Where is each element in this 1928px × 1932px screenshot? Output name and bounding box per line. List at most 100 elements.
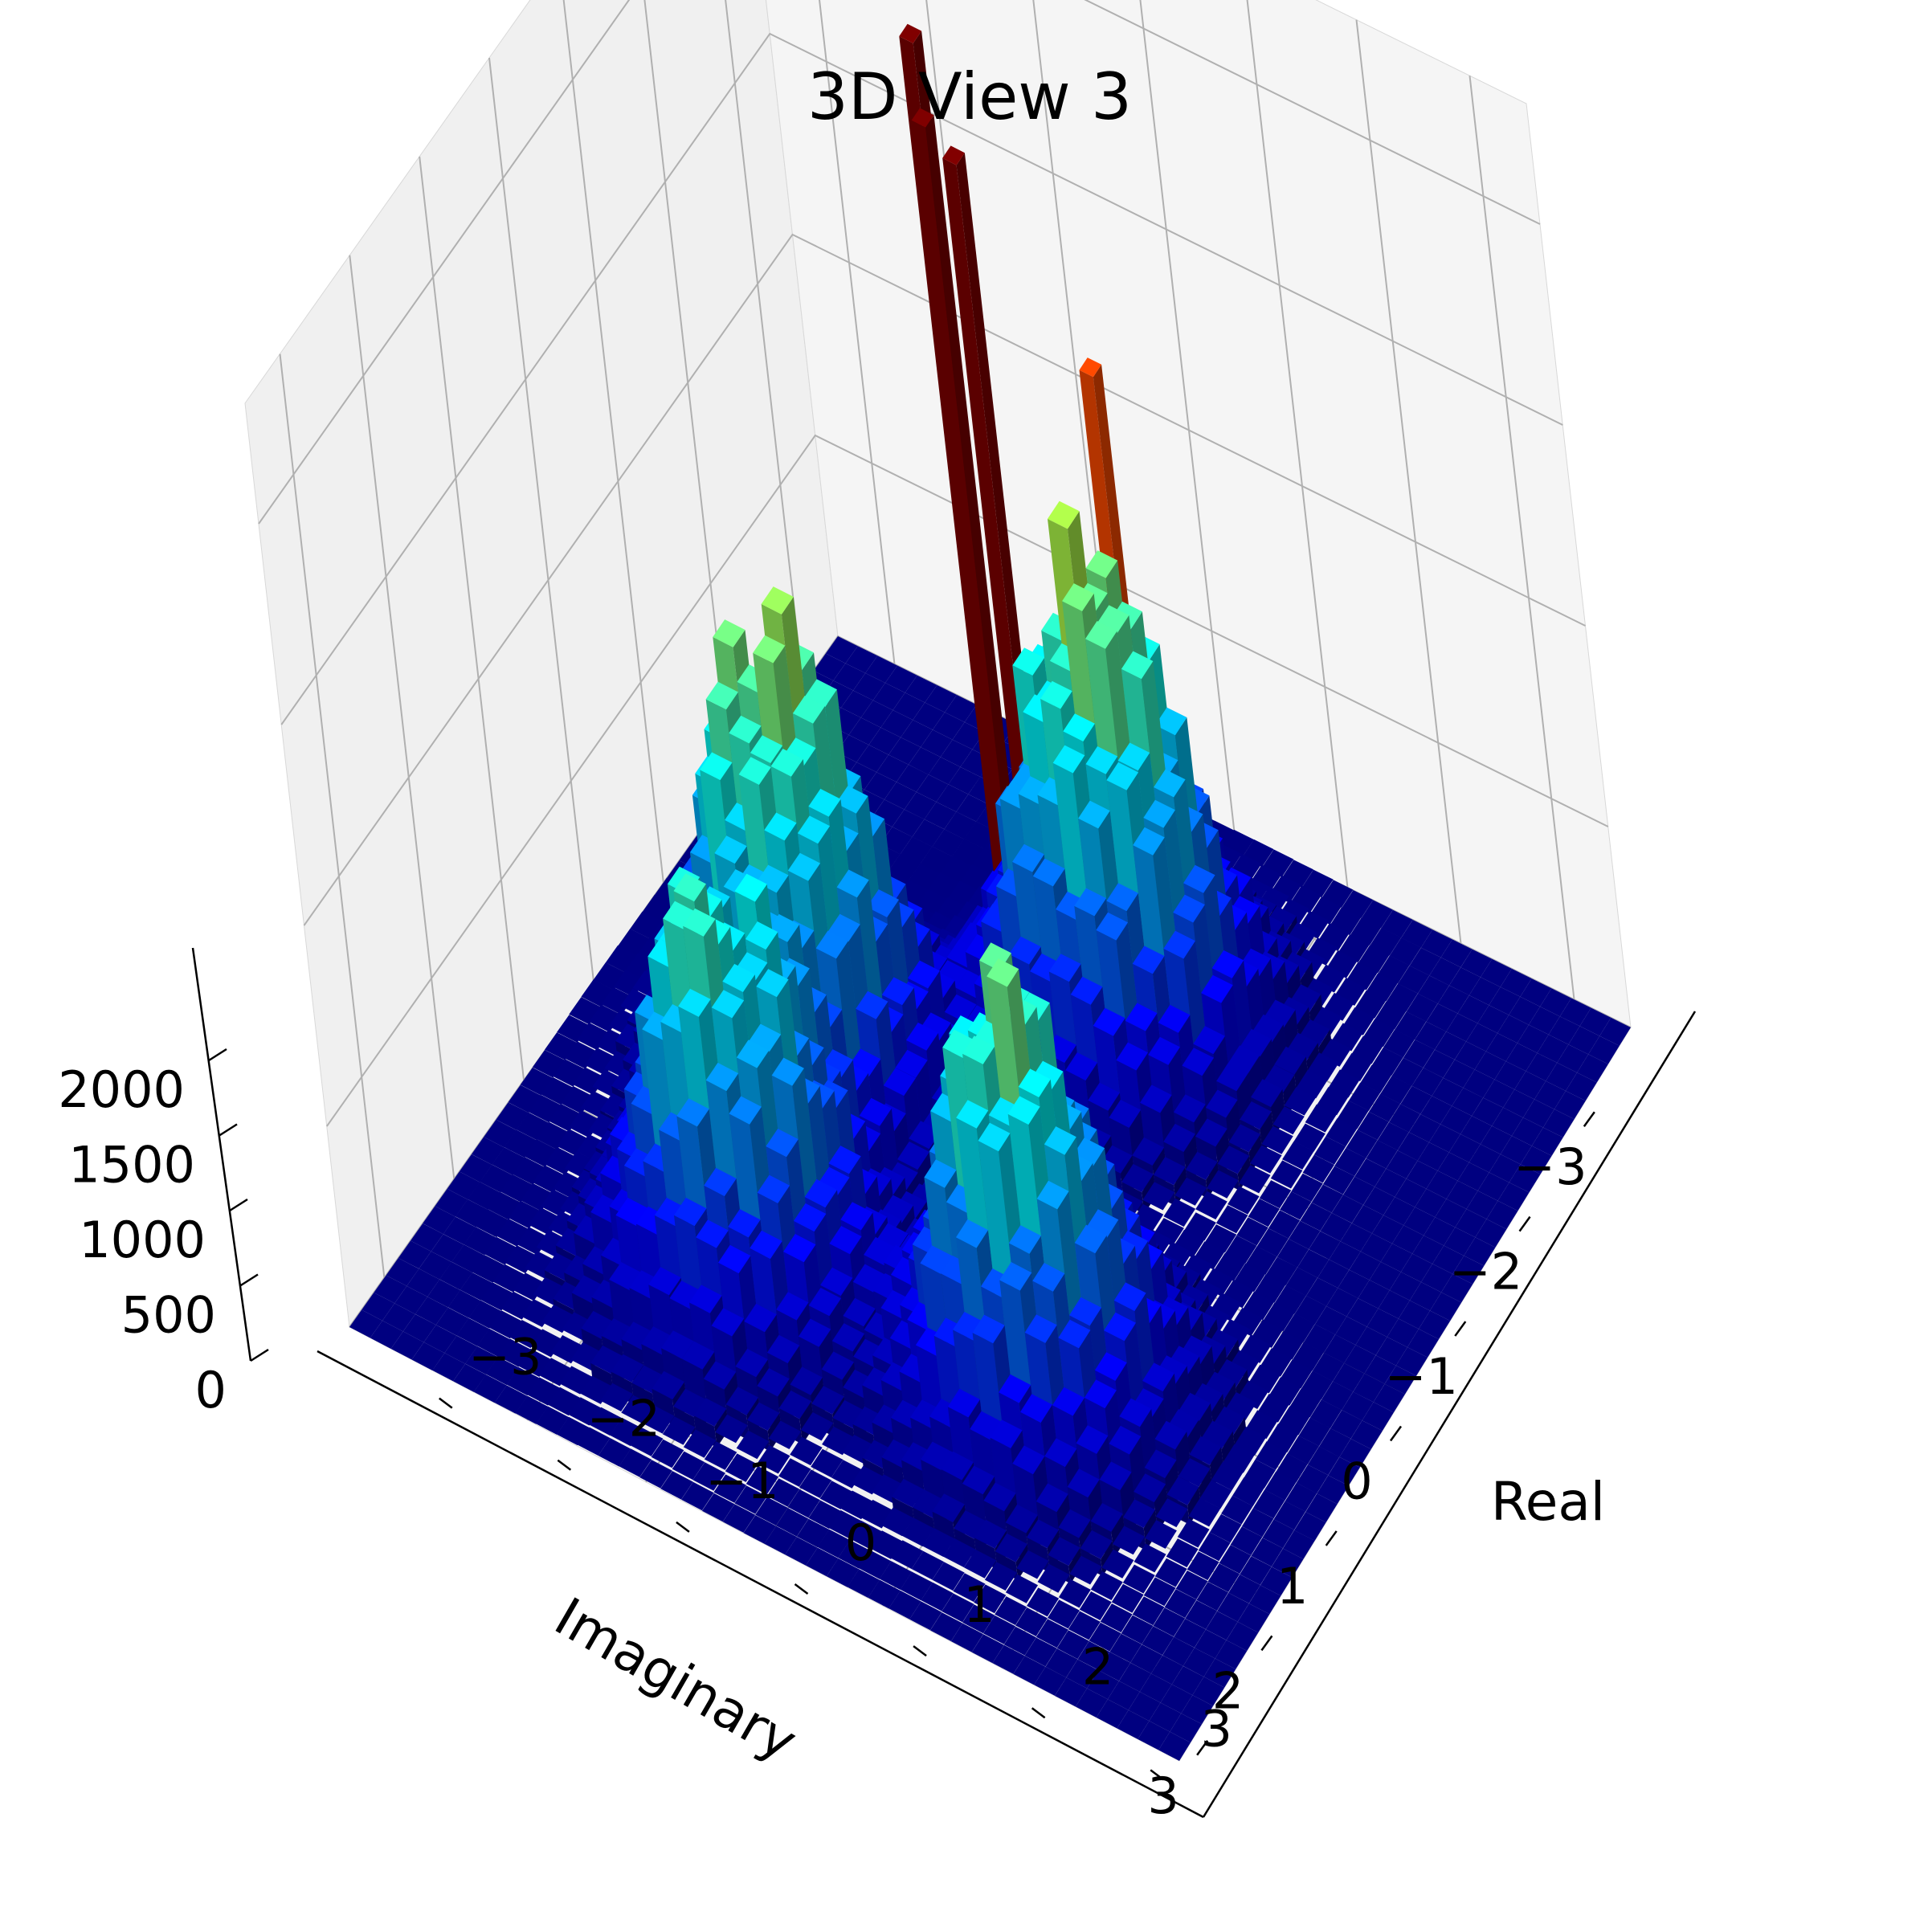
bar (1577, 1054, 1608, 1083)
bar (766, 1478, 800, 1507)
bar (1280, 1191, 1312, 1220)
bar (1360, 1064, 1392, 1093)
bar (778, 1390, 811, 1419)
bar (867, 889, 899, 917)
bar (1240, 1101, 1272, 1130)
bar (1154, 1420, 1187, 1450)
bar (349, 1309, 382, 1338)
bar (870, 1530, 903, 1559)
bar (1440, 1105, 1473, 1134)
bar (1044, 1126, 1076, 1155)
bar (787, 852, 820, 881)
bar (986, 958, 1019, 987)
bar (1285, 1267, 1318, 1296)
bar (828, 1146, 861, 1174)
x-tick-label: −3 (468, 1328, 541, 1387)
y-tick-mark (1454, 1321, 1467, 1337)
bar (651, 1439, 684, 1468)
bar-spike (942, 145, 965, 165)
bar (1287, 1436, 1319, 1464)
bar (1377, 1121, 1409, 1150)
bar (1155, 1498, 1188, 1528)
bar (900, 1571, 933, 1601)
bar (1228, 1124, 1260, 1153)
bar (940, 739, 973, 767)
y-tick-label: 2 (1212, 1661, 1244, 1720)
z-tick-mark (229, 1198, 248, 1212)
bar (796, 1518, 830, 1548)
bar (921, 729, 953, 758)
bar (630, 1428, 664, 1456)
bar (1354, 1158, 1387, 1187)
bar (1096, 912, 1128, 941)
bar (956, 794, 989, 822)
bar (1289, 1388, 1321, 1418)
bar (1075, 1688, 1108, 1718)
bar (1426, 1003, 1458, 1032)
bar (1154, 707, 1187, 736)
imag-axis-line (317, 1350, 1204, 1819)
bar (1350, 917, 1382, 946)
bar (1303, 1324, 1336, 1353)
bar (1296, 1464, 1329, 1494)
bar (925, 684, 957, 713)
bar (1207, 1563, 1240, 1592)
gridline-z (258, 0, 1541, 525)
bar (1292, 1342, 1324, 1371)
bar (1455, 1209, 1487, 1238)
bar (1008, 1225, 1041, 1254)
bar (1272, 1106, 1305, 1135)
bar (1109, 1425, 1142, 1455)
bar (1217, 1146, 1250, 1174)
bar (790, 1366, 823, 1395)
bar (374, 1275, 407, 1304)
bar (1207, 1170, 1239, 1199)
bar (1163, 1198, 1196, 1227)
bar (1346, 1298, 1379, 1327)
bar (453, 1363, 486, 1392)
bar (1032, 858, 1065, 887)
bar (1035, 1483, 1068, 1513)
bar (1068, 1611, 1101, 1640)
bar (1403, 1207, 1436, 1236)
bar (1505, 1043, 1538, 1072)
bar (559, 1366, 593, 1395)
bar (1297, 1249, 1330, 1278)
bar (930, 1612, 963, 1641)
bar (1428, 1124, 1460, 1153)
bar (1579, 1007, 1611, 1036)
bar (1264, 1471, 1297, 1501)
bar (920, 846, 953, 874)
bar (1241, 1508, 1274, 1538)
bar (598, 1438, 631, 1467)
bar (1248, 1199, 1280, 1227)
bar (829, 1226, 862, 1255)
bar (1052, 1387, 1084, 1416)
bar (1357, 1112, 1389, 1140)
z-tick-mark (239, 1273, 259, 1287)
bar (1389, 1272, 1421, 1301)
bar (1534, 1080, 1566, 1109)
x-tick-mark (676, 1521, 690, 1533)
bar (390, 1331, 424, 1360)
bar (415, 1297, 448, 1325)
bar (881, 977, 914, 1006)
bar (1109, 1099, 1141, 1128)
bar (932, 829, 965, 857)
bar (1219, 1545, 1252, 1574)
bar (1149, 1702, 1182, 1732)
bar (1492, 1107, 1523, 1136)
bar (1273, 1501, 1306, 1530)
x-tick-mark (557, 1459, 572, 1471)
bar (370, 1321, 403, 1349)
bar (1419, 1310, 1451, 1339)
bar (1058, 1509, 1091, 1538)
bar (1472, 1097, 1504, 1126)
bar (921, 1441, 954, 1471)
bar (1194, 1629, 1227, 1659)
bar (398, 1240, 431, 1269)
bar (1201, 974, 1233, 1003)
bar (1463, 1069, 1495, 1098)
bar (1340, 1223, 1372, 1252)
bar (1078, 800, 1110, 829)
